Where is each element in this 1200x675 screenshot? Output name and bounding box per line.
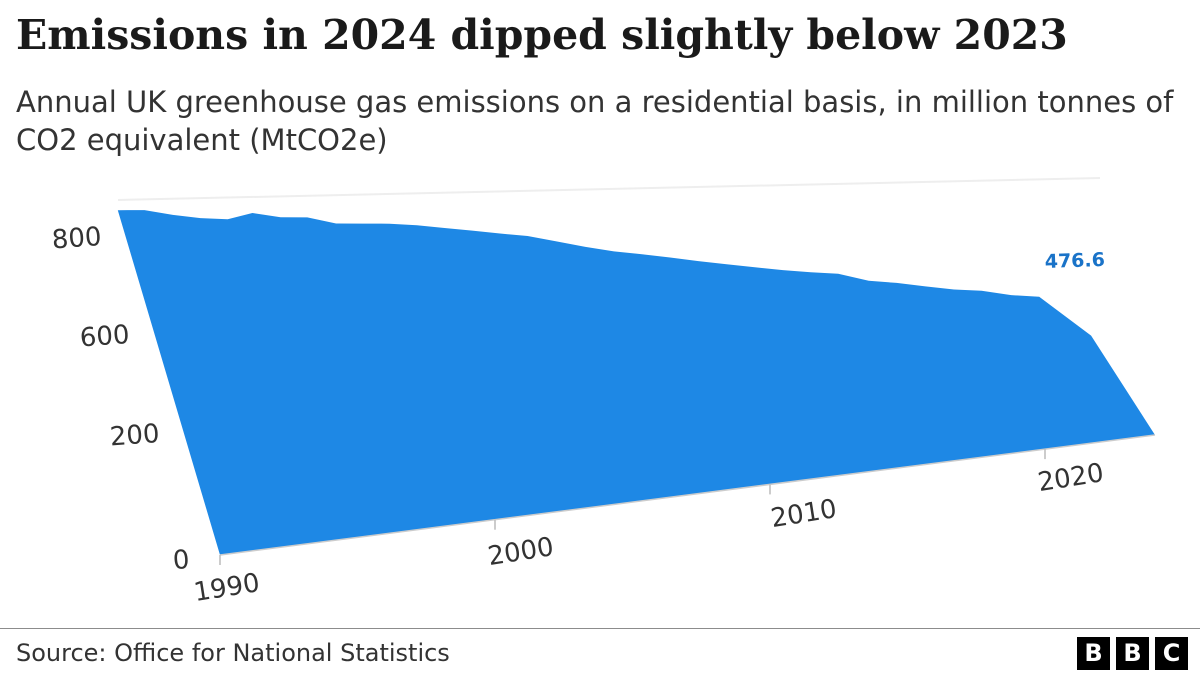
emissions-area-chart: 1990 2000 2010 2020 0 200 600 800 476.6 — [51, 177, 1156, 608]
bbc-logo-letter: C — [1155, 637, 1188, 670]
x-tick-label: 1990 — [192, 568, 262, 608]
chart-subtitle: Annual UK greenhouse gas emissions on a … — [16, 85, 1174, 157]
y-tick-label: 200 — [109, 419, 161, 452]
bbc-logo: B B C — [1077, 637, 1188, 670]
source-note: Source: Office for National Statistics — [16, 639, 450, 667]
chart-title: Emissions in 2024 dipped slightly below … — [16, 11, 1068, 59]
x-axis-line — [219, 434, 1156, 556]
x-tick-label: 2000 — [486, 532, 556, 572]
footer-divider — [0, 628, 1200, 629]
bbc-logo-letter: B — [1077, 637, 1110, 670]
end-value-label: 476.6 — [1044, 249, 1105, 273]
x-tick-label: 2010 — [769, 494, 839, 534]
y-tick-label: 800 — [51, 222, 103, 255]
x-tick-label: 2020 — [1036, 458, 1106, 498]
depth-guide-line — [117, 177, 1101, 201]
y-tick-label: 0 — [172, 545, 191, 576]
y-tick-label: 600 — [79, 320, 131, 353]
bbc-logo-letter: B — [1116, 637, 1149, 670]
emissions-area — [117, 210, 1155, 555]
